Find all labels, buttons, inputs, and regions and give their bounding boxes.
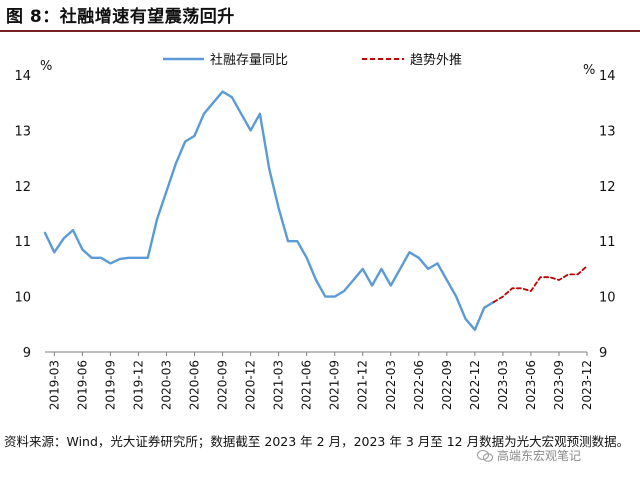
- x-tick-label: 2021-03: [272, 360, 286, 410]
- y-tick-label-right: 9: [599, 346, 607, 361]
- x-tick-label: 2020-12: [244, 360, 258, 410]
- x-tick-label: 2019-09: [103, 360, 117, 410]
- y-tick-label-right: 12: [599, 180, 616, 195]
- legend-label-actual: 社融存量同比: [210, 52, 288, 68]
- x-tick-label: 2023-09: [552, 360, 566, 410]
- y-tick-label-right: 14: [599, 69, 616, 84]
- legend-label-forecast: 趋势外推: [410, 52, 462, 68]
- watermark-text: 高端东宏观笔记: [497, 449, 582, 463]
- x-tick-label: 2020-06: [188, 360, 202, 410]
- y-tick-label-left: 10: [14, 291, 31, 306]
- x-tick-label: 2022-06: [412, 360, 426, 410]
- figure-title: 图 8：社融增速有望震荡回升: [6, 7, 235, 27]
- x-tick-label: 2023-12: [580, 360, 594, 410]
- title-rule: [0, 30, 640, 32]
- x-tick-label: 2023-03: [496, 360, 510, 410]
- x-tick-label: 2022-03: [384, 360, 398, 410]
- x-tick-label: 2020-09: [216, 360, 230, 410]
- y-tick-label-right: 11: [599, 235, 616, 250]
- y-tick-label-left: 9: [23, 346, 31, 361]
- y-tick-label-left: 12: [14, 180, 31, 195]
- y-tick-label-left: 13: [14, 124, 31, 139]
- y-tick-label-left: 14: [14, 69, 31, 84]
- line-chart: 9 9 10 10 11 11 12 12 13 13 14 14 2019-03 2019-06 2019…: [14, 52, 615, 410]
- source-note: 资料来源：Wind，光大证券研究所；数据截至 2023 年 2 月，2023 年…: [4, 434, 630, 449]
- wechat-icon: [477, 449, 493, 462]
- y-tick-label-right: 13: [599, 124, 616, 139]
- x-tick-label: 2023-06: [524, 360, 538, 410]
- series-line-actual: [43, 90, 495, 331]
- y-tick-label-left: 11: [14, 235, 31, 250]
- watermark: 高端东宏观笔记: [477, 447, 581, 464]
- x-tick-label: 2021-06: [300, 360, 314, 410]
- x-tick-label: 2020-03: [159, 360, 173, 410]
- x-tick-label: 2022-12: [468, 360, 482, 410]
- chart-axes: 9 9 10 10 11 11 12 12 13 13 14 14 2019-03 2019-06 2019…: [14, 69, 615, 410]
- y-axis-unit-right: %: [583, 63, 595, 78]
- y-axis-unit-left: %: [40, 59, 52, 74]
- x-tick-label: 2019-03: [47, 360, 61, 410]
- x-tick-label: 2019-06: [75, 360, 89, 410]
- chart-series: [43, 90, 588, 331]
- x-tick-label: 2021-12: [356, 360, 370, 410]
- x-tick-label: 2019-12: [131, 360, 145, 410]
- chart-legend: 社融存量同比 趋势外推: [163, 52, 462, 68]
- x-tick-label: 2021-09: [328, 360, 342, 410]
- y-tick-label-right: 10: [599, 291, 616, 306]
- series-line-forecast: [492, 265, 588, 304]
- x-tick-label: 2022-09: [440, 360, 454, 410]
